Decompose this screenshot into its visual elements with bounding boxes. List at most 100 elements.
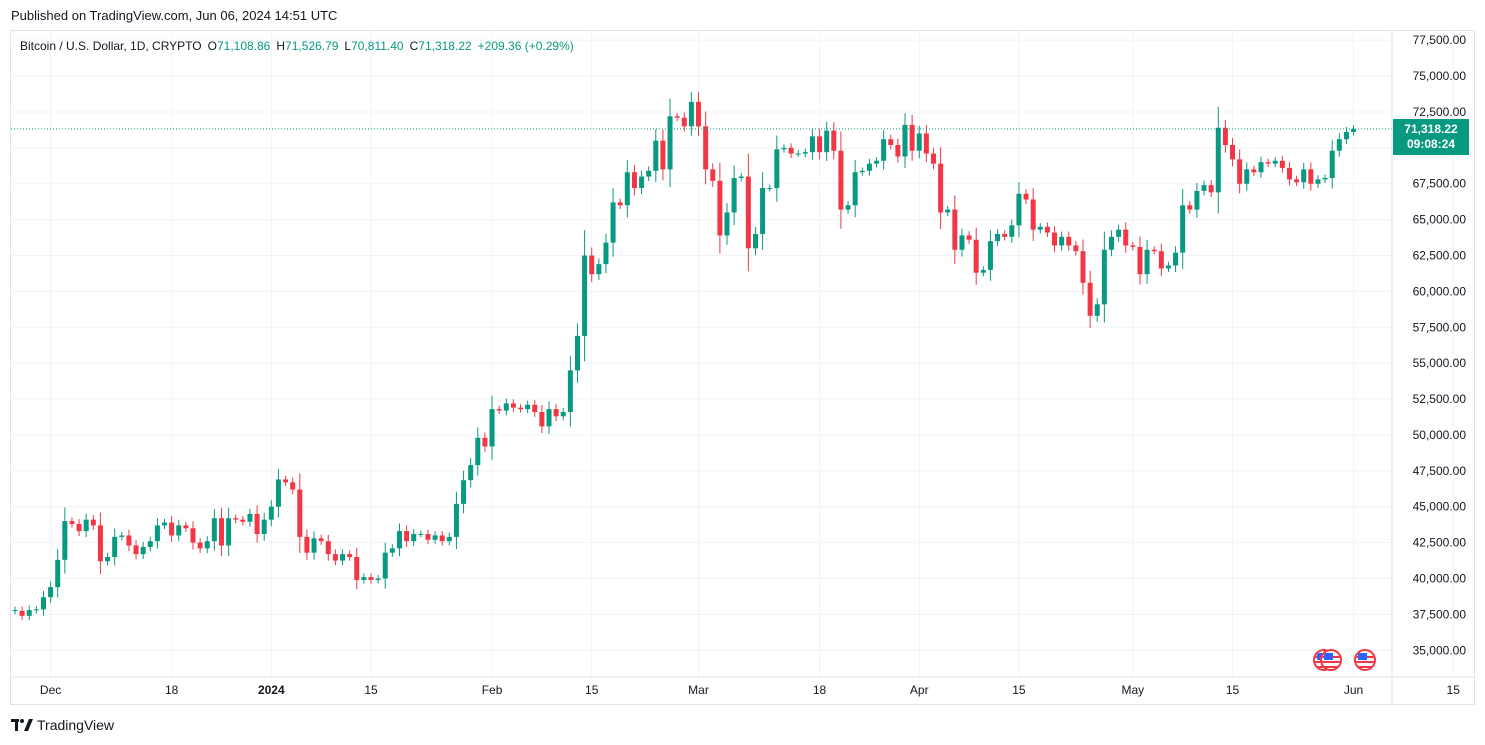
candle[interactable] xyxy=(959,228,965,257)
candle[interactable] xyxy=(1094,298,1100,322)
candle[interactable] xyxy=(831,122,837,160)
candle[interactable] xyxy=(1187,201,1193,214)
candle[interactable] xyxy=(1322,174,1328,183)
candle[interactable] xyxy=(767,184,773,192)
candle[interactable] xyxy=(240,516,246,526)
candle[interactable] xyxy=(211,508,217,551)
candle[interactable] xyxy=(1201,180,1207,196)
candle[interactable] xyxy=(1037,223,1043,234)
candle[interactable] xyxy=(1244,162,1250,191)
candle[interactable] xyxy=(1294,175,1300,186)
candle[interactable] xyxy=(724,203,730,245)
candle[interactable] xyxy=(283,475,289,487)
candle[interactable] xyxy=(432,531,438,544)
candle[interactable] xyxy=(945,205,951,217)
candle[interactable] xyxy=(617,198,623,209)
candle[interactable] xyxy=(952,195,958,264)
candle[interactable] xyxy=(731,165,737,225)
candle[interactable] xyxy=(261,512,267,541)
candle[interactable] xyxy=(1329,140,1335,189)
candle[interactable] xyxy=(325,534,331,561)
candle[interactable] xyxy=(147,536,153,552)
candle[interactable] xyxy=(866,158,872,176)
candle[interactable] xyxy=(760,172,766,250)
candle[interactable] xyxy=(382,542,388,589)
candle[interactable] xyxy=(197,538,203,553)
candle[interactable] xyxy=(461,470,467,514)
candle[interactable] xyxy=(1230,138,1236,167)
candle[interactable] xyxy=(1144,240,1150,284)
candle[interactable] xyxy=(774,135,780,202)
candle[interactable] xyxy=(1315,175,1321,188)
candle[interactable] xyxy=(1158,243,1164,277)
candle[interactable] xyxy=(809,129,815,160)
candle[interactable] xyxy=(1272,157,1278,168)
candle[interactable] xyxy=(503,398,509,416)
candle[interactable] xyxy=(247,508,253,527)
candle[interactable] xyxy=(154,518,160,549)
candle[interactable] xyxy=(332,549,338,566)
candle[interactable] xyxy=(916,125,922,159)
candle[interactable] xyxy=(297,473,303,554)
candle[interactable] xyxy=(752,227,758,256)
candle[interactable] xyxy=(560,407,566,421)
candle[interactable] xyxy=(546,401,552,435)
candle[interactable] xyxy=(518,404,524,413)
candle[interactable] xyxy=(204,536,210,554)
candle[interactable] xyxy=(1265,158,1271,168)
candle[interactable] xyxy=(1023,189,1029,205)
candle[interactable] xyxy=(881,130,887,170)
candle[interactable] xyxy=(496,405,502,414)
candle[interactable] xyxy=(817,129,823,160)
candle[interactable] xyxy=(1116,224,1122,242)
candle[interactable] xyxy=(1108,230,1114,257)
candle[interactable] xyxy=(1165,261,1171,273)
candle[interactable] xyxy=(1052,226,1058,252)
candle[interactable] xyxy=(162,518,168,530)
candle[interactable] xyxy=(681,112,687,132)
candle[interactable] xyxy=(290,477,296,495)
candle[interactable] xyxy=(361,573,367,584)
candle[interactable] xyxy=(788,143,794,159)
candle[interactable] xyxy=(482,432,488,452)
candle[interactable] xyxy=(439,530,445,546)
candle[interactable] xyxy=(340,549,346,566)
candle[interactable] xyxy=(660,129,666,181)
candle[interactable] xyxy=(1222,120,1228,153)
candle[interactable] xyxy=(389,544,395,557)
candle[interactable] xyxy=(446,532,452,546)
candle[interactable] xyxy=(1194,182,1200,218)
candle[interactable] xyxy=(226,507,232,557)
us-flag-icon[interactable] xyxy=(1354,649,1376,671)
candle[interactable] xyxy=(745,153,751,272)
candle[interactable] xyxy=(190,521,196,550)
candle[interactable] xyxy=(582,230,588,362)
candle[interactable] xyxy=(781,144,787,153)
candle[interactable] xyxy=(802,148,808,158)
candle[interactable] xyxy=(1215,106,1221,214)
candle[interactable] xyxy=(69,517,75,528)
candle[interactable] xyxy=(703,111,709,185)
candle[interactable] xyxy=(12,606,18,615)
candle[interactable] xyxy=(596,258,602,280)
candle[interactable] xyxy=(966,231,972,244)
candle[interactable] xyxy=(1030,188,1036,241)
candle[interactable] xyxy=(859,167,865,176)
candle[interactable] xyxy=(688,92,694,137)
candle[interactable] xyxy=(567,355,573,427)
candle[interactable] xyxy=(1351,125,1357,136)
candle[interactable] xyxy=(126,529,132,552)
candle[interactable] xyxy=(268,500,274,527)
candle[interactable] xyxy=(1080,239,1086,295)
candle[interactable] xyxy=(738,173,744,182)
candle[interactable] xyxy=(318,534,324,545)
candle[interactable] xyxy=(1016,182,1022,238)
candle[interactable] xyxy=(532,399,538,417)
candle[interactable] xyxy=(1251,165,1257,176)
candle[interactable] xyxy=(995,229,1001,247)
candle[interactable] xyxy=(404,525,410,547)
candle[interactable] xyxy=(1208,180,1214,198)
candle[interactable] xyxy=(895,138,901,163)
candle[interactable] xyxy=(852,160,858,218)
